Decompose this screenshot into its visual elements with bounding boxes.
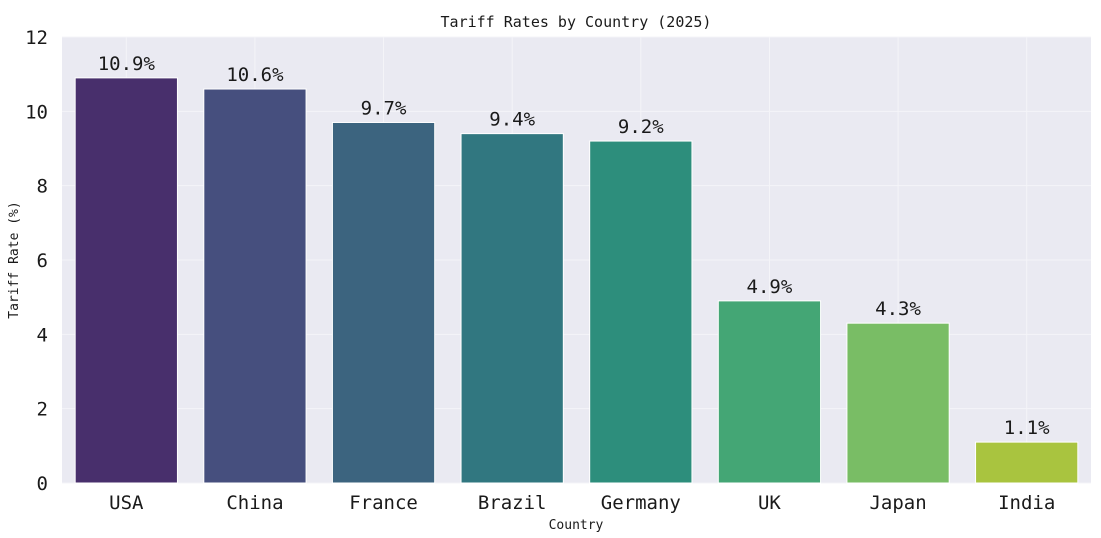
x-tick-label-uk: UK: [758, 492, 781, 514]
x-tick-label-brazil: Brazil: [478, 492, 547, 514]
bar-china: [203, 88, 307, 484]
x-tick-label-china: China: [226, 492, 283, 514]
x-tick-label-france: France: [349, 492, 418, 514]
bar-france: [331, 121, 436, 484]
bars: [74, 77, 1079, 484]
x-tick-label-japan: Japan: [869, 492, 926, 514]
y-tick-label-2: 2: [37, 399, 48, 421]
bar-usa: [74, 77, 178, 484]
data-label-japan: 4.3%: [875, 298, 921, 320]
data-labels: 10.9% 10.6% 9.7% 9.4% 9.2% 4.9% 4.3% 1.1%: [98, 53, 1050, 439]
chart-title: Tariff Rates by Country (2025): [441, 13, 712, 31]
y-tick-label-0: 0: [37, 473, 48, 495]
bar-brazil: [460, 133, 564, 484]
y-tick-label-8: 8: [37, 176, 48, 198]
y-axis-label: Tariff Rate (%): [7, 201, 22, 318]
bar-uk: [717, 300, 822, 484]
data-label-germany: 9.2%: [618, 116, 664, 138]
x-tick-label-india: India: [998, 492, 1055, 514]
x-tick-label-usa: USA: [109, 492, 144, 514]
data-label-china: 10.6%: [226, 64, 284, 86]
x-axis-label: Country: [549, 518, 604, 533]
bar-india: [975, 441, 1079, 484]
y-tick-label-10: 10: [25, 101, 48, 123]
y-tick-label-6: 6: [37, 250, 48, 272]
y-tick-label-12: 12: [25, 27, 48, 49]
y-axis-ticks: 0 2 4 6 8 10 12: [25, 27, 48, 495]
bar-japan: [846, 322, 950, 484]
data-label-india: 1.1%: [1004, 417, 1050, 439]
data-label-brazil: 9.4%: [489, 109, 535, 131]
x-tick-label-germany: Germany: [601, 492, 681, 514]
y-tick-label-4: 4: [37, 324, 48, 346]
data-label-uk: 4.9%: [747, 276, 793, 298]
data-label-usa: 10.9%: [98, 53, 156, 75]
data-label-france: 9.7%: [361, 97, 407, 119]
bar-germany: [589, 140, 693, 484]
x-axis-ticks: USA China France Brazil Germany UK Japan India: [109, 492, 1055, 514]
